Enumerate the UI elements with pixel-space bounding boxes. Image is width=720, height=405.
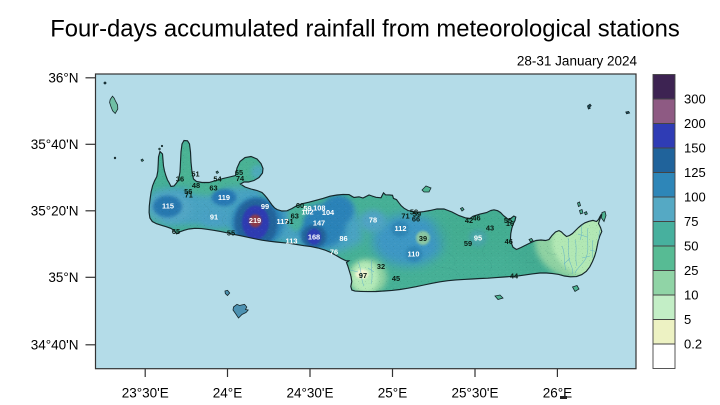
svg-text:59: 59 xyxy=(464,239,472,248)
svg-text:Four-days accumulated rainfall: Four-days accumulated rainfall from mete… xyxy=(50,16,680,43)
svg-text:74: 74 xyxy=(236,174,245,183)
svg-text:39: 39 xyxy=(419,234,427,243)
svg-text:65: 65 xyxy=(172,227,180,236)
svg-text:76: 76 xyxy=(330,248,338,257)
svg-text:28-31 January 2024: 28-31 January 2024 xyxy=(517,54,638,69)
svg-text:0.2: 0.2 xyxy=(684,337,702,352)
svg-text:26°E: 26°E xyxy=(543,386,572,401)
svg-text:119: 119 xyxy=(218,193,230,202)
svg-text:168: 168 xyxy=(308,233,320,242)
svg-text:99: 99 xyxy=(261,202,269,211)
svg-text:71: 71 xyxy=(401,212,409,221)
svg-text:60: 60 xyxy=(296,201,304,210)
svg-text:115: 115 xyxy=(162,202,174,211)
svg-text:48: 48 xyxy=(192,181,200,190)
svg-text:46: 46 xyxy=(472,213,480,222)
svg-text:125: 125 xyxy=(684,165,706,180)
svg-text:66: 66 xyxy=(412,215,420,224)
svg-text:36: 36 xyxy=(176,175,184,184)
svg-text:95: 95 xyxy=(474,233,482,242)
svg-text:117: 117 xyxy=(277,217,289,226)
svg-text:91: 91 xyxy=(210,213,218,222)
svg-text:100: 100 xyxy=(684,190,706,205)
svg-text:58: 58 xyxy=(410,207,418,216)
svg-text:104: 104 xyxy=(322,208,335,217)
svg-text:86: 86 xyxy=(339,234,347,243)
svg-text:50: 50 xyxy=(684,239,698,254)
svg-text:300: 300 xyxy=(684,92,706,107)
svg-text:200: 200 xyxy=(684,116,706,131)
svg-text:102: 102 xyxy=(301,208,313,217)
svg-text:55: 55 xyxy=(227,229,235,238)
svg-text:35°20'N: 35°20'N xyxy=(31,204,79,219)
svg-text:36°N: 36°N xyxy=(48,71,78,86)
svg-text:35°40'N: 35°40'N xyxy=(31,137,79,152)
svg-text:71: 71 xyxy=(185,190,193,199)
svg-text:32: 32 xyxy=(377,262,385,271)
svg-text:108: 108 xyxy=(313,204,325,213)
svg-text:23°30'E: 23°30'E xyxy=(122,386,169,401)
svg-text:25: 25 xyxy=(684,263,698,278)
svg-text:51: 51 xyxy=(191,170,199,179)
svg-text:16: 16 xyxy=(506,219,514,228)
svg-text:61: 61 xyxy=(285,217,293,226)
svg-text:56: 56 xyxy=(184,187,192,196)
svg-text:45: 45 xyxy=(392,274,400,283)
svg-text:59: 59 xyxy=(303,204,311,213)
svg-text:147: 147 xyxy=(313,218,325,227)
svg-text:10: 10 xyxy=(684,288,698,303)
svg-text:24°E: 24°E xyxy=(213,386,242,401)
svg-text:34°40'N: 34°40'N xyxy=(31,338,79,353)
svg-text:59: 59 xyxy=(413,210,421,219)
svg-text:75: 75 xyxy=(684,214,698,229)
svg-text:42: 42 xyxy=(465,216,473,225)
svg-text:112: 112 xyxy=(395,224,407,233)
svg-text:5: 5 xyxy=(684,312,691,327)
svg-text:219: 219 xyxy=(249,216,261,225)
svg-text:113: 113 xyxy=(286,237,298,246)
svg-text:65: 65 xyxy=(235,168,243,177)
svg-text:150: 150 xyxy=(684,141,706,156)
svg-text:44: 44 xyxy=(510,272,519,281)
svg-text:110: 110 xyxy=(408,249,420,258)
svg-text:63: 63 xyxy=(291,211,299,220)
svg-text:63: 63 xyxy=(209,184,217,193)
svg-text:78: 78 xyxy=(369,216,377,225)
svg-text:46: 46 xyxy=(505,237,513,246)
svg-text:54: 54 xyxy=(213,174,222,183)
svg-text:25°30'E: 25°30'E xyxy=(451,386,498,401)
svg-text:97: 97 xyxy=(359,271,367,280)
svg-text:43: 43 xyxy=(486,223,494,232)
svg-text:35°N: 35°N xyxy=(48,270,78,285)
svg-text:55: 55 xyxy=(504,216,512,225)
svg-text:24°30'E: 24°30'E xyxy=(286,386,333,401)
svg-text:25°E: 25°E xyxy=(378,386,407,401)
